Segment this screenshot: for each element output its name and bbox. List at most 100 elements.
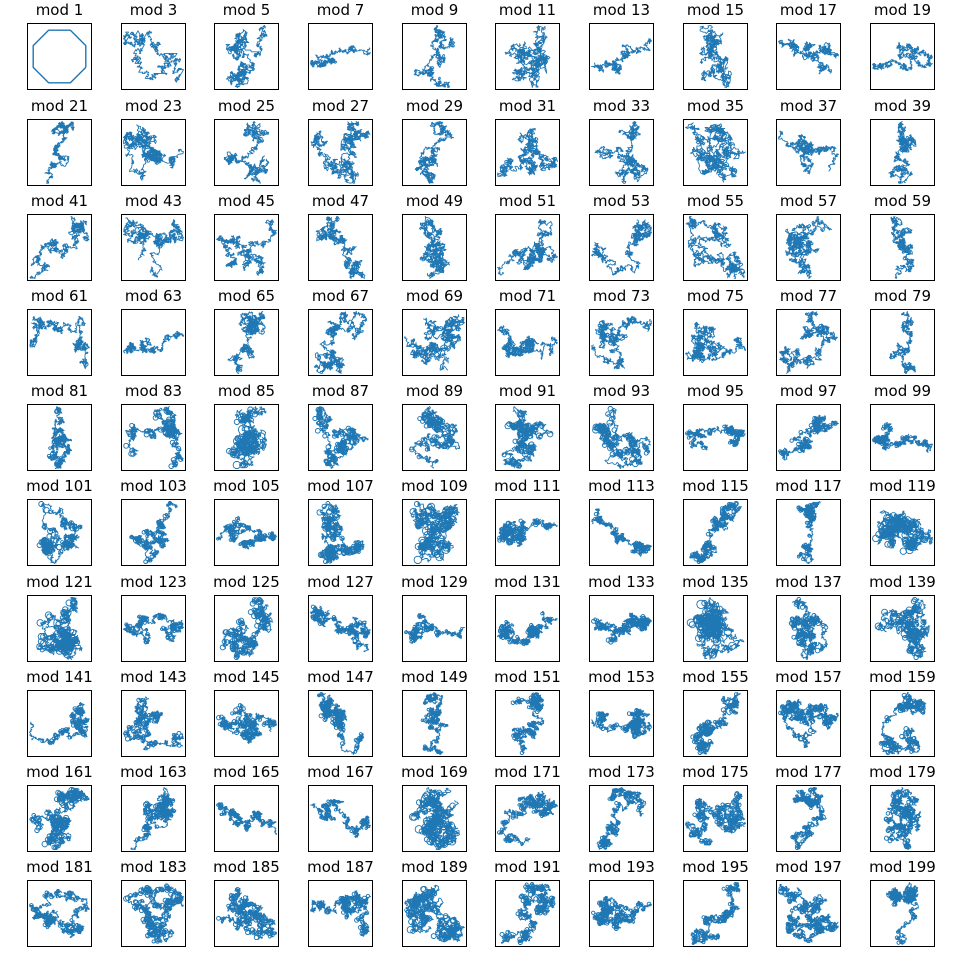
axes-frame	[776, 119, 841, 186]
panel-plot	[589, 309, 654, 376]
panel-plot	[495, 214, 560, 281]
walk-line	[504, 25, 551, 88]
panel-title: mod 165	[213, 763, 280, 781]
walk-line	[312, 406, 369, 469]
walk-line	[315, 216, 366, 279]
panel-title: mod 7	[316, 1, 365, 19]
panel-title: mod 131	[494, 573, 561, 591]
panel-title: mod 133	[588, 573, 655, 591]
panel-plot	[214, 119, 279, 186]
axes-frame	[402, 404, 467, 471]
panel-title: mod 91	[498, 382, 557, 400]
axes-frame	[776, 785, 841, 852]
walk-line	[310, 890, 371, 937]
panel-title: mod 135	[682, 573, 749, 591]
axes-frame	[214, 309, 279, 376]
panel-title: mod 167	[307, 763, 374, 781]
axes-frame	[589, 499, 654, 566]
walk-line	[29, 701, 90, 746]
panel-title: mod 83	[124, 382, 183, 400]
walk-line	[878, 692, 927, 755]
panel-plot	[214, 785, 279, 852]
axes-frame	[308, 690, 373, 757]
panel-plot	[27, 404, 92, 471]
walk-line	[123, 406, 184, 469]
axes-frame	[121, 23, 186, 90]
panel-plot	[121, 404, 186, 471]
panel-plot	[214, 595, 279, 662]
panel-plot	[589, 404, 654, 471]
walk-line	[592, 406, 651, 469]
axes-frame	[495, 23, 560, 90]
walk-line	[36, 501, 83, 564]
panel-title: mod 71	[498, 287, 557, 305]
walk-line	[123, 883, 184, 944]
axes-frame	[214, 880, 279, 947]
panel-plot	[27, 690, 92, 757]
axes-frame	[495, 309, 560, 376]
panel-plot	[214, 499, 279, 566]
panel-plot	[121, 23, 186, 90]
panel-title: mod 77	[779, 287, 838, 305]
panel-plot	[495, 785, 560, 852]
panel-plot	[27, 499, 92, 566]
axes-frame	[776, 214, 841, 281]
axes-frame	[589, 309, 654, 376]
panel-title: mod 43	[124, 192, 183, 210]
panel-title: mod 85	[217, 382, 276, 400]
panel-title: mod 163	[120, 763, 187, 781]
panel-title: mod 139	[869, 573, 936, 591]
panel-title: mod 51	[498, 192, 557, 210]
panel-plot	[27, 595, 92, 662]
panel-plot	[27, 880, 92, 947]
panel-title: mod 199	[869, 858, 936, 876]
panel-title: mod 23	[124, 97, 183, 115]
panel-title: mod 149	[401, 668, 468, 686]
panel-title: mod 159	[869, 668, 936, 686]
axes-frame	[495, 690, 560, 757]
panel-plot	[870, 785, 935, 852]
panel-title: mod 185	[213, 858, 280, 876]
panel-plot	[683, 404, 748, 471]
panel-title: mod 157	[775, 668, 842, 686]
walk-line	[123, 30, 184, 83]
panel-title: mod 197	[775, 858, 842, 876]
axes-frame	[870, 785, 935, 852]
panel-plot	[589, 785, 654, 852]
walk-line	[499, 882, 556, 945]
panel-title: mod 37	[779, 97, 838, 115]
panel-plot	[27, 785, 92, 852]
walk-line	[690, 692, 741, 755]
panel-title: mod 17	[779, 1, 838, 19]
panel-title: mod 9	[410, 1, 459, 19]
walk-line	[404, 884, 465, 943]
walk-line	[123, 330, 184, 355]
walk-line	[591, 219, 652, 276]
walk-line	[413, 25, 456, 88]
axes-frame	[589, 214, 654, 281]
walk-line	[130, 787, 177, 850]
panel-plot	[870, 214, 935, 281]
axes-frame	[870, 499, 935, 566]
walk-line	[216, 886, 277, 941]
panel-title: mod 127	[307, 573, 374, 591]
axes-frame	[214, 499, 279, 566]
panel-plot	[589, 595, 654, 662]
panel-plot	[308, 404, 373, 471]
axes-frame	[214, 404, 279, 471]
walk-line	[216, 219, 277, 276]
axes-frame	[495, 119, 560, 186]
axes-frame	[870, 23, 935, 90]
panel-title: mod 27	[311, 97, 370, 115]
panel-title: mod 35	[686, 97, 745, 115]
axes-frame	[214, 214, 279, 281]
panel-plot	[308, 785, 373, 852]
walk-line	[497, 325, 558, 360]
panel-plot	[308, 214, 373, 281]
panel-title: mod 41	[30, 192, 89, 210]
panel-title: mod 129	[401, 573, 468, 591]
walk-line	[510, 692, 545, 755]
panel-title: mod 63	[124, 287, 183, 305]
axes-frame	[308, 404, 373, 471]
